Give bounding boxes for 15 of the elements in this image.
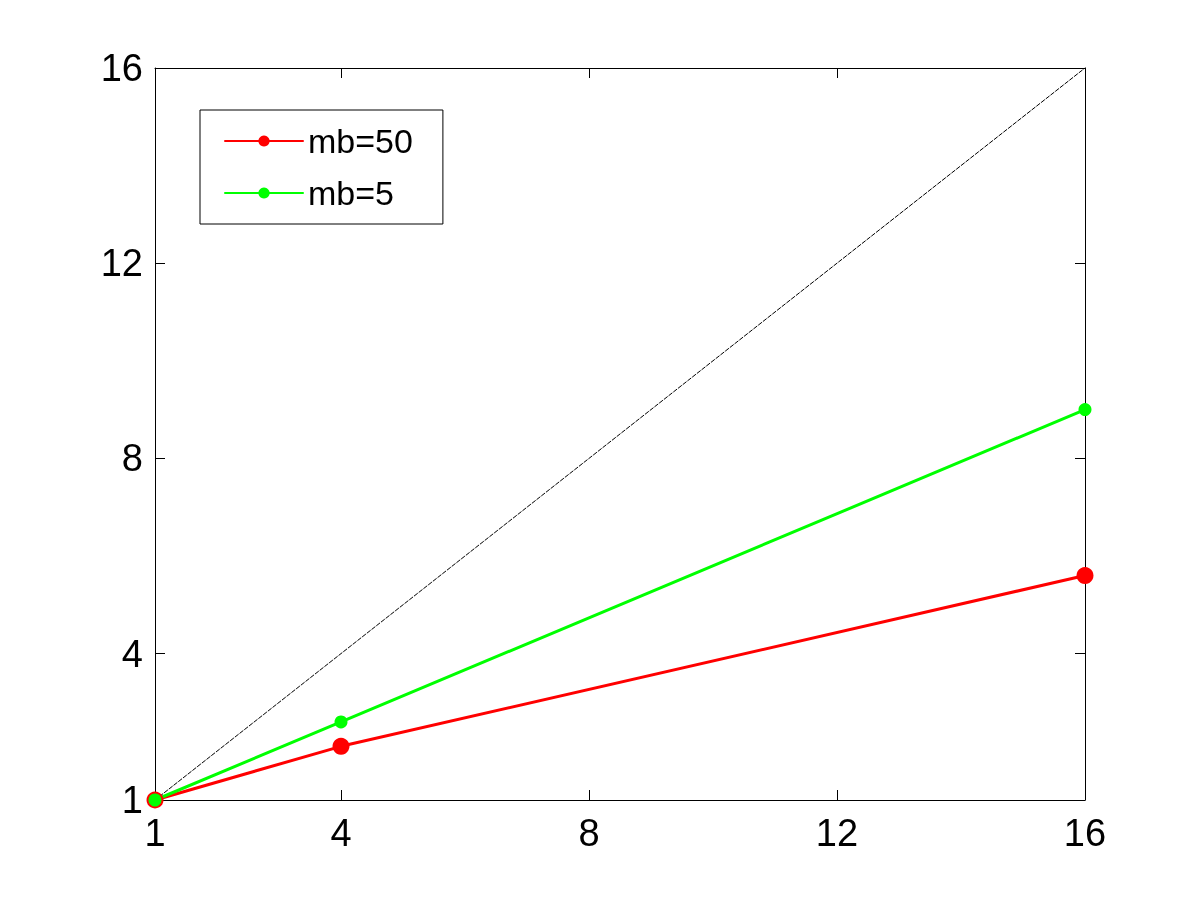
point: [334, 715, 348, 729]
y-tick-label: 4: [121, 632, 143, 675]
x-tick-label: 8: [578, 812, 600, 854]
y-tick-label: 12: [100, 242, 143, 285]
point: [332, 737, 350, 755]
x-tick-label: 16: [1063, 812, 1107, 854]
y-tick-label: 8: [121, 437, 143, 480]
legend-label: mb=5: [308, 174, 394, 212]
legend-label: mb=50: [308, 122, 413, 160]
y-tick-label: 16: [100, 47, 143, 89]
point: [1076, 567, 1094, 585]
y-tick-label: 1: [121, 779, 143, 821]
x-tick-label: 4: [330, 812, 352, 854]
x-tick-label: 12: [815, 812, 859, 854]
point: [1078, 403, 1092, 417]
